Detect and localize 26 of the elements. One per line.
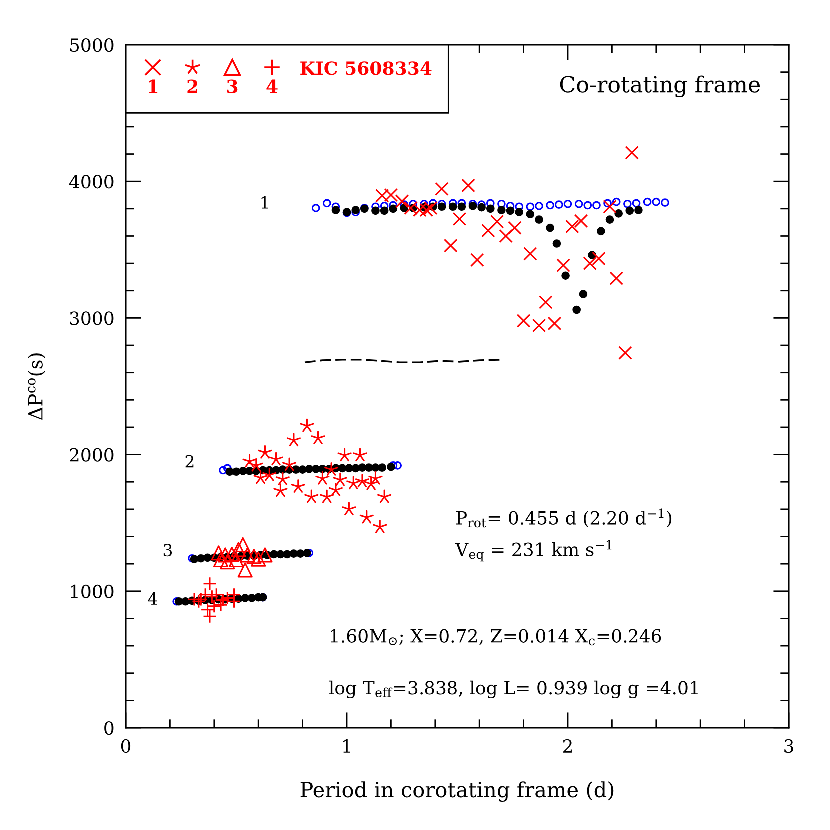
y-axis-title: ΔP$^{co}$(s) [28, 354, 46, 420]
annotation: 1.60M$_{⊙}$; X=0.72, Z=0.014 X$_{c}$=0.246 [331, 629, 662, 646]
y-tick-label: 1000 [71, 584, 114, 599]
y-tick-label: 4000 [69, 175, 114, 189]
legend-label: 3 [228, 80, 238, 94]
x-tick-label: 2 [563, 739, 572, 753]
annotation: P$_{rot}$= 0.455 d (2.20 d$^{−1}$) [456, 508, 672, 528]
x-tick-label: 3 [784, 739, 794, 754]
legend-label: 1 [149, 80, 158, 94]
x-axis-title: Period in corotating frame (d) [300, 782, 614, 802]
annotation: log T$_{eff}$=3.838, log L= 0.939 log g =4.01 [329, 680, 698, 699]
annotation: Co-rotating frame [560, 76, 760, 98]
annotation: V$_{eq}$ = 231 km s$^{−1}$ [455, 540, 612, 562]
annotation: 3 [164, 544, 172, 557]
annotation: 4 [148, 592, 158, 605]
x-tick-label: 0 [121, 739, 131, 754]
y-tick-label: 2000 [70, 448, 114, 462]
y-tick-label: 3000 [70, 312, 114, 326]
annotation: 1 [262, 196, 268, 209]
y-tick-label: 0 [104, 721, 114, 736]
legend-title: KIC 5608334 [300, 62, 432, 76]
annotation: 2 [186, 455, 194, 468]
legend-label: 4 [266, 80, 278, 94]
x-tick-label: 1 [343, 739, 350, 753]
y-tick-label: 5000 [70, 38, 114, 52]
legend-label: 2 [188, 80, 198, 94]
